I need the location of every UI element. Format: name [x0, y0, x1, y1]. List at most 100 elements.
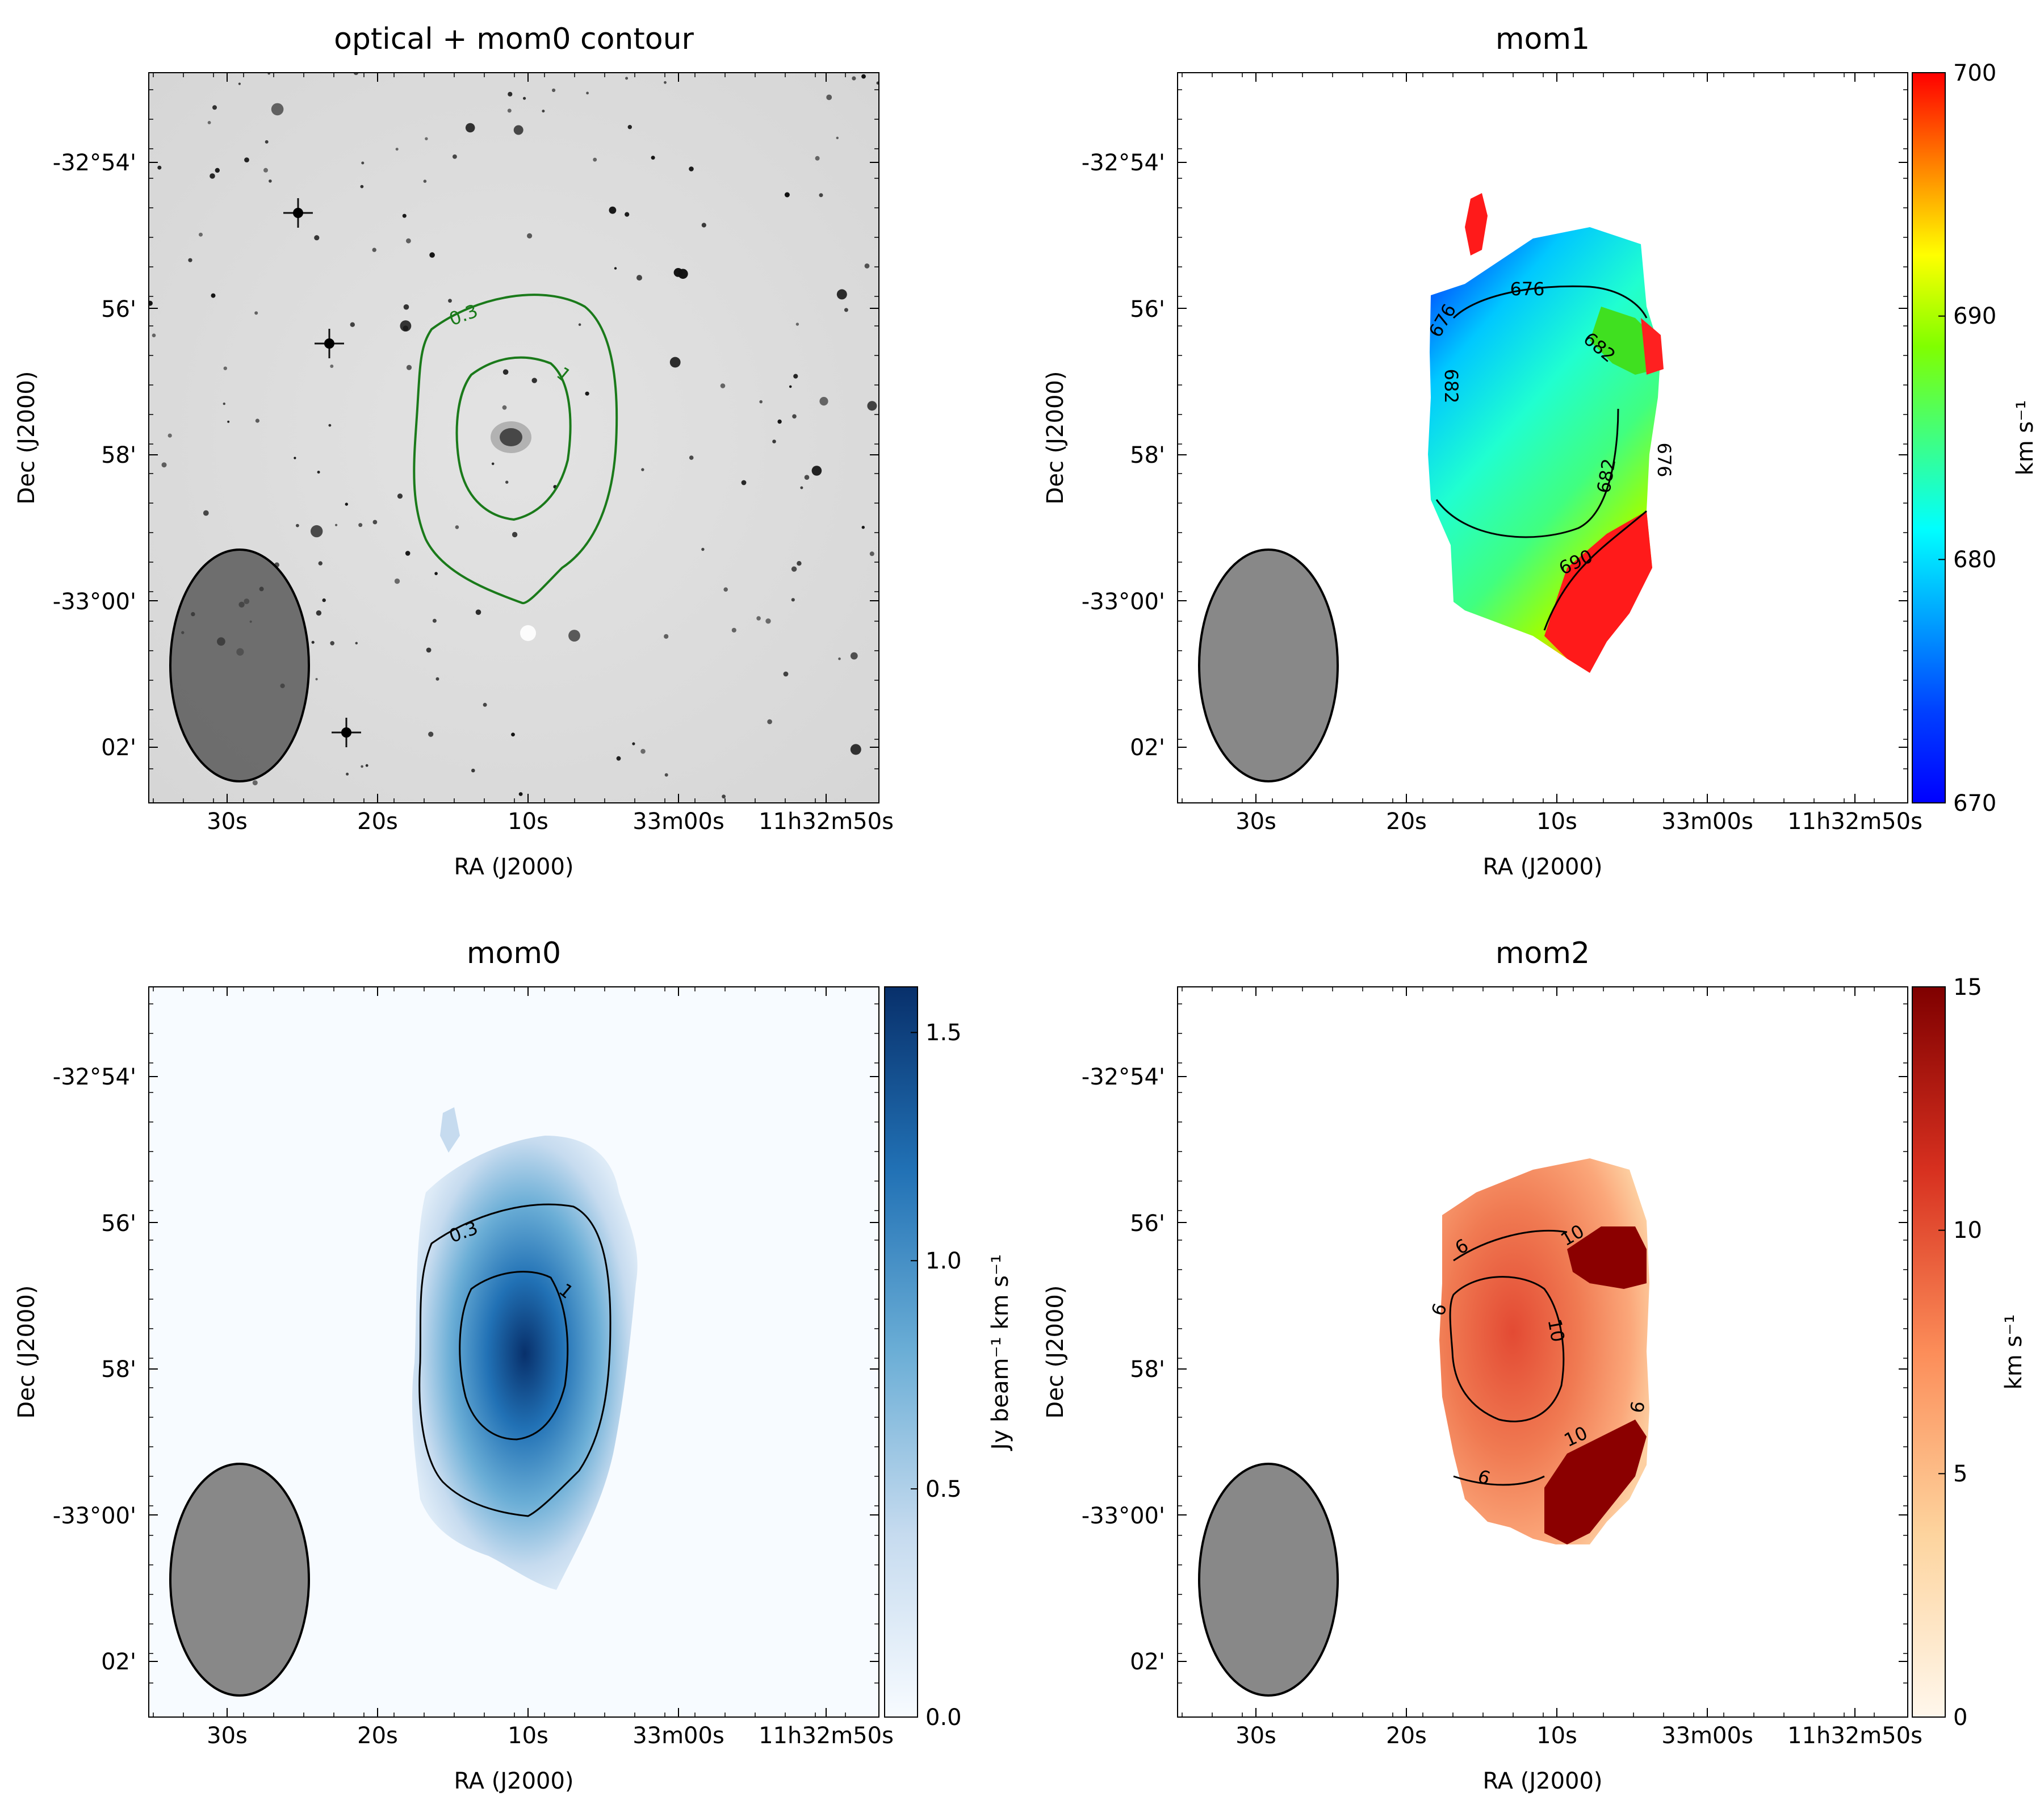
contour-label: 10: [1544, 1317, 1569, 1344]
bright-star: [293, 208, 303, 218]
star: [330, 641, 334, 646]
star: [795, 323, 799, 326]
star: [157, 165, 162, 170]
plot-frame: [148, 986, 879, 1718]
plot-frame: [1177, 986, 1908, 1718]
star: [429, 252, 435, 258]
star: [784, 192, 790, 198]
x-tick-label: 11h32m50s: [759, 1723, 894, 1749]
star: [850, 744, 861, 755]
star: [791, 598, 795, 602]
x-tick-labels: 30s 20s 10s 33m00s 11h32m50s: [207, 1723, 894, 1749]
star: [508, 91, 513, 97]
star: [448, 299, 452, 303]
colorbar-tick-label: 680: [1953, 547, 1996, 573]
star: [804, 475, 810, 480]
star: [491, 462, 495, 466]
star: [819, 397, 828, 406]
y-tick-labels: -32°54' 56' 58' -33°00' 02': [53, 150, 136, 761]
star: [314, 235, 320, 241]
colorbar-tick-label: 15: [1953, 974, 1982, 1000]
star: [815, 156, 820, 161]
star: [512, 531, 518, 538]
star: [765, 618, 771, 624]
contour-optical-1: [455, 356, 572, 521]
star: [864, 263, 870, 269]
x-axis-label: RA (J2000): [1482, 854, 1602, 880]
contour-mom1-676: [1452, 285, 1648, 319]
colorbar-mom2: [1912, 986, 1946, 1718]
star: [365, 764, 368, 767]
star: [346, 772, 349, 776]
x-tick-label: 20s: [1386, 1723, 1427, 1749]
panel-mom1: mom1 676 676 682 682 682 676 690 RA (J20…: [1042, 22, 2038, 880]
optical-stars: [149, 73, 879, 799]
y-tick-label: 58': [1130, 442, 1165, 468]
star: [426, 647, 432, 653]
star: [772, 439, 776, 443]
star: [316, 610, 322, 616]
star: [254, 311, 258, 315]
y-tick-labels: -32°54' 56' 58' -33°00' 02': [1082, 150, 1165, 761]
galaxy-halo: [491, 421, 531, 453]
star: [223, 402, 225, 405]
star: [475, 609, 481, 615]
star: [149, 300, 153, 306]
colorbar-tick-label: 670: [1953, 790, 1996, 817]
star: [465, 123, 475, 133]
star: [507, 108, 512, 113]
star: [741, 480, 747, 485]
colorbar-label: km s⁻¹: [2012, 400, 2038, 476]
star: [689, 455, 694, 460]
star: [861, 74, 866, 79]
star: [317, 471, 320, 474]
y-tick-label: -32°54': [1082, 1064, 1165, 1090]
y-tick-label: 02': [101, 735, 136, 761]
star: [483, 702, 487, 707]
y-tick-label: 58': [1130, 1357, 1165, 1383]
colorbar-tick-label: 1.5: [925, 1020, 962, 1046]
star: [593, 157, 597, 162]
star: [203, 510, 209, 516]
y-axis-label: Dec (J2000): [14, 371, 40, 505]
star: [372, 520, 378, 525]
contour-label: 676: [1510, 278, 1544, 300]
star: [505, 480, 509, 484]
star: [400, 320, 412, 332]
mom1-green-patch: [1590, 307, 1658, 375]
star: [358, 523, 363, 527]
x-tick-label: 11h32m50s: [1787, 1723, 1922, 1749]
star: [207, 121, 211, 124]
mom1-red-region: [1544, 511, 1652, 673]
x-tick-label: 30s: [1235, 1723, 1276, 1749]
star: [844, 308, 848, 312]
star: [819, 193, 823, 198]
colorbar-tick-label: 700: [1953, 60, 1996, 86]
star: [578, 323, 581, 326]
x-tick-label: 10s: [1536, 809, 1577, 835]
star: [523, 97, 526, 100]
star: [311, 640, 315, 644]
star: [627, 125, 633, 129]
panel-optical: optical + mom0 contour 0.3 1 RA (J2000) …: [14, 22, 894, 880]
x-tick-labels: 30s 20s 10s 33m00s 11h32m50s: [207, 809, 894, 835]
x-tick-label: 10s: [508, 1723, 548, 1749]
star: [167, 433, 172, 438]
panel-mom2: mom2 6 6 10 10 6 10 6 RA (J2000) Dec (J2…: [1042, 936, 2027, 1794]
beam-ellipse: [169, 1463, 310, 1697]
star: [722, 794, 726, 799]
star: [471, 768, 475, 773]
y-tick-label: -33°00': [53, 589, 136, 615]
star: [518, 792, 523, 796]
y-tick-label: 56': [101, 296, 136, 323]
colorbar-tick-label: 0: [1953, 1705, 1967, 1731]
galaxy-core: [500, 428, 522, 446]
y-tick-label: 56': [1130, 296, 1165, 323]
y-tick-label: -32°54': [53, 150, 136, 176]
bright-star: [341, 727, 351, 738]
star: [271, 103, 284, 116]
panel-mom2-title: mom2: [1496, 936, 1590, 970]
x-tick-label: 30s: [207, 1723, 248, 1749]
panel-mom1-title: mom1: [1496, 22, 1590, 56]
x-tick-label: 33m00s: [1661, 1723, 1753, 1749]
